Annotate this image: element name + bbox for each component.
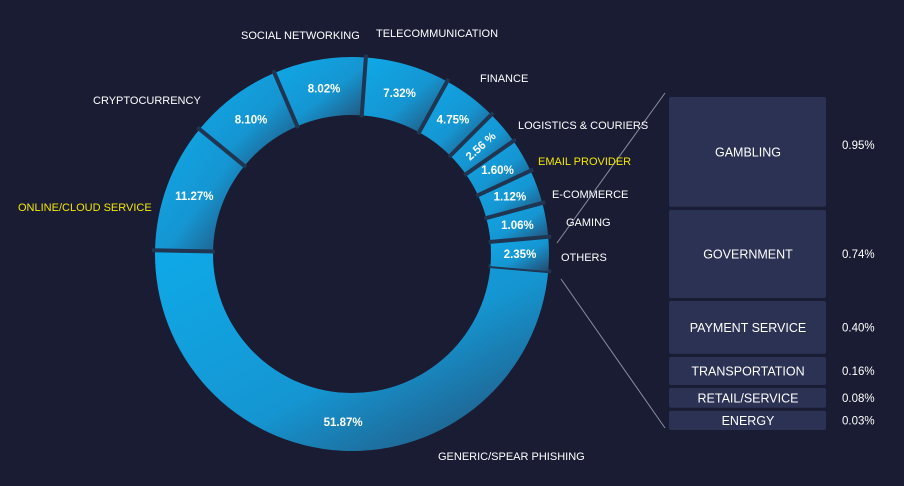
slice-value-label: 8.10% xyxy=(235,115,268,127)
slice-cryptocurrency xyxy=(199,72,298,166)
slice-value-label: 1.12% xyxy=(494,192,527,204)
slice-gaming xyxy=(486,203,549,242)
breakdown-label-transportation: TRANSPORTATION xyxy=(691,364,804,378)
slice-separator xyxy=(271,69,300,129)
slice-others xyxy=(490,236,549,272)
others-connector xyxy=(556,92,666,429)
slice-separator xyxy=(475,167,535,198)
slice-logistics-couriers xyxy=(450,114,514,175)
breakdown-value-payment-service: 0.40% xyxy=(842,322,875,334)
connector-bottom-line xyxy=(560,278,666,429)
slice-value-label: 2.35% xyxy=(504,249,537,261)
breakdown-box-gambling xyxy=(669,97,826,207)
breakdown-value-gambling: 0.95% xyxy=(842,140,875,152)
slice-value-label: 8.02% xyxy=(308,83,341,95)
slice-value-label: 1.60% xyxy=(481,165,514,177)
breakdown-label-energy: ENERGY xyxy=(722,414,775,428)
breakdown-label-retail-service: RETAIL/SERVICE xyxy=(698,391,799,405)
breakdown-box-payment-service xyxy=(669,300,826,354)
breakdown-box-retail-service xyxy=(669,387,826,408)
category-label-e-commerce: E-COMMERCE xyxy=(552,189,628,201)
slice-separator xyxy=(359,54,369,118)
breakdown-value-retail-service: 0.08% xyxy=(842,393,875,405)
category-label-logistics-couriers: LOGISTICS & COURIERS xyxy=(518,120,648,132)
slice-online-cloud-service xyxy=(155,129,245,252)
slice-separator xyxy=(488,234,552,245)
category-label-cryptocurrency: CRYPTOCURRENCY xyxy=(93,95,201,107)
category-label-email-provider: EMAIL PROVIDER xyxy=(538,156,631,168)
breakdown-value-government: 0.74% xyxy=(842,249,875,261)
slice-value-label: 1.06% xyxy=(501,220,534,232)
category-labels: GENERIC/SPEAR PHISHING ONLINE/CLOUD SERVI… xyxy=(18,28,648,463)
breakdown-box-government xyxy=(669,209,826,298)
category-label-others: OTHERS xyxy=(561,252,607,264)
slice-social-networking xyxy=(274,56,366,127)
slice-separator xyxy=(483,200,546,221)
donut-ring: 51.87%11.27%8.10%8.02% 7.32%4.75%2.56 %1.… xyxy=(151,54,552,451)
category-label-online-cloud-service: ONLINE/CLOUD SERVICE xyxy=(18,202,152,214)
category-label-gaming: GAMING xyxy=(566,217,611,229)
slice-value-label: 4.75% xyxy=(437,115,470,127)
breakdown-value-transportation: 0.16% xyxy=(842,366,875,378)
slice-value-label: 11.27% xyxy=(175,191,213,203)
slice-separator xyxy=(447,111,495,159)
breakdown-box-energy xyxy=(669,410,826,430)
breakdown-box-transportation xyxy=(669,356,826,385)
category-label-finance: FINANCE xyxy=(480,73,528,85)
breakdown-label-gambling: GAMBLING xyxy=(715,145,781,159)
slice-separator xyxy=(195,125,248,169)
category-label-social-networking: SOCIAL NETWORKING xyxy=(241,30,360,42)
slice-value-label: 51.87% xyxy=(324,417,363,429)
connector-top-line xyxy=(556,92,666,244)
slice-separator xyxy=(463,137,517,178)
breakdown-label-payment-service: PAYMENT SERVICE xyxy=(690,321,806,335)
breakdown-value-energy: 0.03% xyxy=(842,415,875,427)
slice-value-label: 7.32% xyxy=(383,88,416,100)
slice-email-provider xyxy=(465,141,531,196)
breakdown-label-government: GOVERNMENT xyxy=(703,247,793,261)
others-breakdown: GAMBLING 0.95% GOVERNMENT 0.74% PAYMENT SERV… xyxy=(669,97,875,430)
slice-generic-spear-phishing xyxy=(155,250,549,451)
category-label-generic-spear-phishing: GENERIC/SPEAR PHISHING xyxy=(438,451,585,463)
slice-separator xyxy=(151,248,216,254)
category-label-telecommunication: TELECOMMUNICATION xyxy=(376,28,498,40)
slice-telecommunication xyxy=(361,57,448,133)
slice-separator xyxy=(416,77,451,136)
